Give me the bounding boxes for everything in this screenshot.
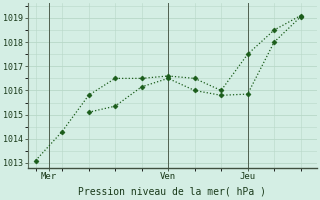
X-axis label: Pression niveau de la mer( hPa ): Pression niveau de la mer( hPa )	[78, 187, 266, 197]
